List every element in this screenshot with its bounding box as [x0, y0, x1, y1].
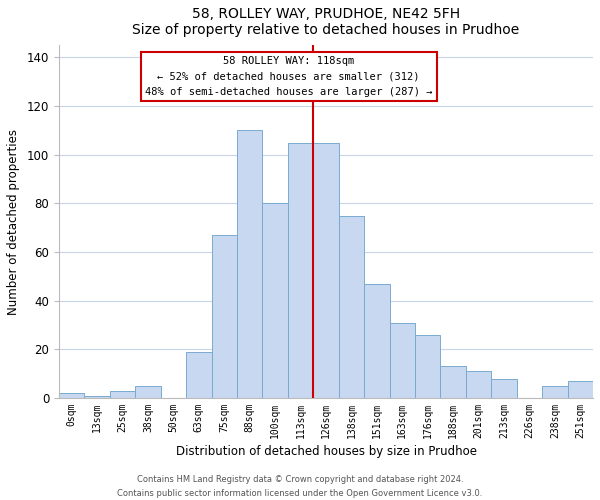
Bar: [542, 386, 568, 398]
Bar: [186, 352, 212, 398]
Bar: [313, 142, 339, 398]
Bar: [237, 130, 262, 398]
Bar: [466, 371, 491, 398]
Bar: [212, 235, 237, 398]
Text: 58 ROLLEY WAY: 118sqm
← 52% of detached houses are smaller (312)
48% of semi-det: 58 ROLLEY WAY: 118sqm ← 52% of detached …: [145, 56, 433, 97]
Bar: [364, 284, 389, 398]
Bar: [59, 393, 85, 398]
Bar: [440, 366, 466, 398]
Bar: [568, 381, 593, 398]
X-axis label: Distribution of detached houses by size in Prudhoe: Distribution of detached houses by size …: [176, 445, 476, 458]
Bar: [262, 204, 288, 398]
Bar: [415, 334, 440, 398]
Bar: [288, 142, 313, 398]
Bar: [135, 386, 161, 398]
Y-axis label: Number of detached properties: Number of detached properties: [7, 128, 20, 314]
Bar: [110, 390, 135, 398]
Bar: [85, 396, 110, 398]
Bar: [339, 216, 364, 398]
Title: 58, ROLLEY WAY, PRUDHOE, NE42 5FH
Size of property relative to detached houses i: 58, ROLLEY WAY, PRUDHOE, NE42 5FH Size o…: [133, 7, 520, 37]
Text: Contains HM Land Registry data © Crown copyright and database right 2024.
Contai: Contains HM Land Registry data © Crown c…: [118, 476, 482, 498]
Bar: [389, 322, 415, 398]
Bar: [491, 378, 517, 398]
